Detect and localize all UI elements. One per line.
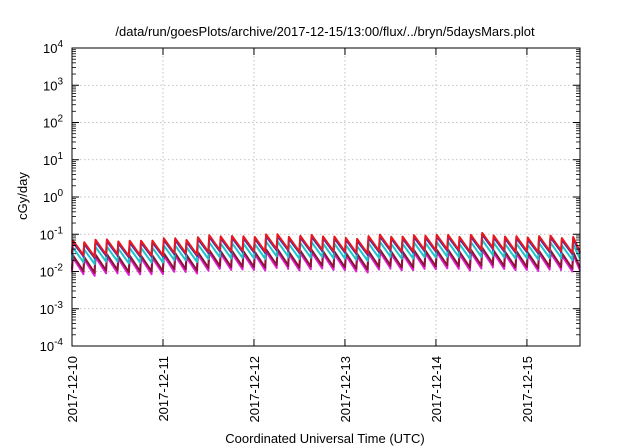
x-tick-label: 2017-12-13 bbox=[338, 356, 353, 423]
y-axis-label: cGy/day bbox=[15, 172, 30, 220]
y-tick-label: 101 bbox=[43, 151, 63, 168]
x-tick-label: 2017-12-10 bbox=[65, 356, 80, 423]
y-tick-label: 10-1 bbox=[40, 225, 64, 242]
x-tick-labels: 2017-12-10 2017-12-11 2017-12-12 2017-12-13… bbox=[65, 356, 535, 423]
x-tick-label: 2017-12-15 bbox=[520, 356, 535, 423]
y-tick-label: 100 bbox=[43, 188, 63, 205]
y-tick-label: 10-3 bbox=[40, 300, 64, 317]
y-tick-label: 102 bbox=[43, 114, 63, 131]
series-line bbox=[71, 231, 581, 258]
y-tick-label: 10-4 bbox=[40, 337, 64, 354]
y-tick-label: 103 bbox=[43, 76, 63, 93]
x-tick-label: 2017-12-14 bbox=[429, 356, 444, 423]
grid-lines bbox=[72, 48, 580, 346]
chart-title: /data/run/goesPlots/archive/2017-12-15/1… bbox=[115, 24, 535, 39]
axes bbox=[71, 47, 581, 347]
y-tick-label: 104 bbox=[43, 39, 63, 56]
plot-frame bbox=[71, 47, 581, 347]
x-tick-label: 2017-12-12 bbox=[247, 356, 262, 423]
x-axis-label: Coordinated Universal Time (UTC) bbox=[225, 431, 424, 446]
series-lines bbox=[71, 231, 581, 277]
y-tick-labels: 10-4 10-3 10-2 10-1 100 101 102 103 104 bbox=[40, 39, 64, 354]
y-tick-label: 10-2 bbox=[40, 263, 64, 280]
x-tick-label: 2017-12-11 bbox=[156, 356, 171, 422]
